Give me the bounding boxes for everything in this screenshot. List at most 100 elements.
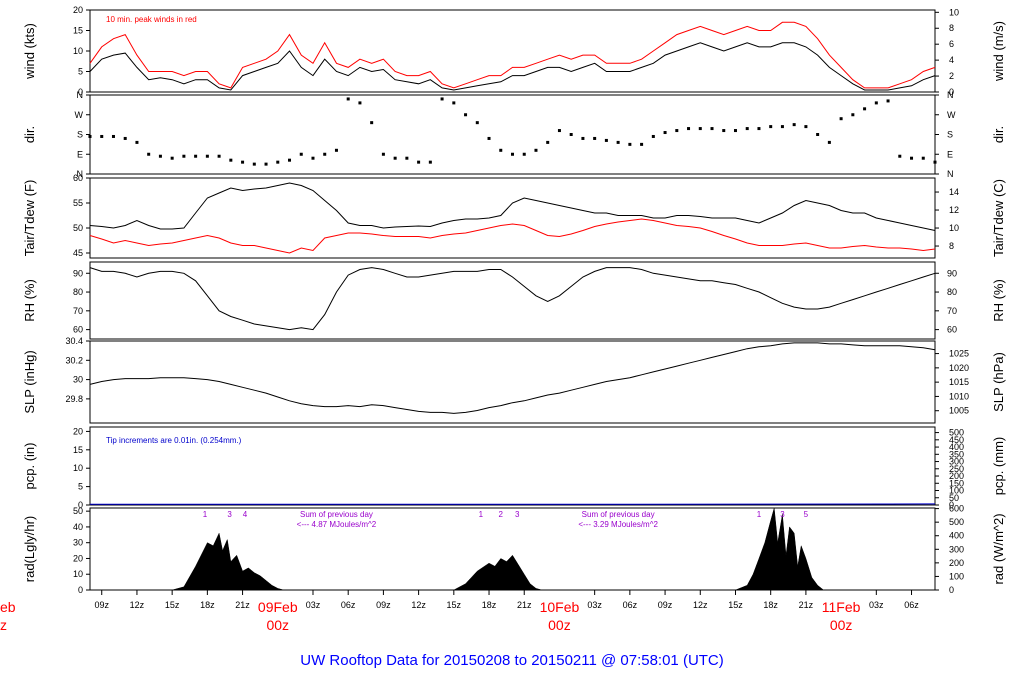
- y-tick-label-right: 70: [947, 306, 957, 316]
- y-tick-label: 30.4: [65, 336, 83, 346]
- data-point: [475, 121, 479, 125]
- data-point: [910, 156, 914, 160]
- day-time-label: 00z: [548, 617, 571, 633]
- y-tick-label: 55: [73, 198, 83, 208]
- panel-frame: [89, 94, 936, 175]
- hour-marker: 5: [804, 510, 809, 519]
- x-tick-label: 21z: [235, 600, 250, 610]
- y-axis-title-right: rad (W/m^2): [991, 513, 1006, 584]
- y-tick-label: 20: [73, 426, 83, 436]
- y-tick-label: N: [77, 169, 84, 179]
- data-point: [687, 127, 691, 131]
- y-tick-label-right: 8: [949, 23, 954, 33]
- data-point: [863, 107, 867, 111]
- data-point: [299, 152, 303, 156]
- data-point: [851, 113, 855, 117]
- data-point: [780, 125, 784, 129]
- data-point: [381, 152, 385, 156]
- x-tick-label: 06z: [341, 600, 356, 610]
- x-tick-label: 03z: [587, 600, 602, 610]
- y-axis-title-right: wind (m/s): [991, 21, 1006, 82]
- data-point: [111, 134, 115, 138]
- y-tick-label: 30.2: [65, 355, 83, 365]
- data-point: [816, 133, 820, 136]
- series-line-RH: [89, 267, 936, 331]
- y-tick-label: 29.8: [65, 394, 83, 404]
- y-tick-label: 0: [78, 87, 83, 97]
- x-tick-label: 09z: [658, 600, 673, 610]
- data-point: [252, 162, 256, 166]
- y-axis-title-right: pcp. (mm): [991, 437, 1006, 496]
- y-axis-title-right: SLP (hPa): [991, 352, 1006, 412]
- x-tick-label: 09z: [94, 600, 109, 610]
- y-tick-label: 0: [78, 500, 83, 510]
- panel-frame: [89, 261, 936, 340]
- y-axis-title: rad(Lgly/hr): [22, 516, 37, 582]
- y-tick-label: E: [77, 149, 83, 159]
- data-point: [675, 129, 679, 133]
- y-axis-title: pcp. (in): [22, 443, 37, 490]
- data-point: [241, 160, 245, 164]
- data-point: [334, 148, 338, 152]
- data-point: [440, 97, 444, 101]
- y-tick-label-right: 100: [949, 486, 964, 496]
- y-axis-title-right: dir.: [991, 126, 1006, 143]
- x-tick-label: 06z: [904, 600, 919, 610]
- y-tick-label-right: 300: [949, 544, 964, 554]
- y-tick-label-right: 12: [949, 205, 959, 215]
- series-line-Tdew: [89, 218, 936, 254]
- y-tick-label: 5: [78, 67, 83, 77]
- data-point: [135, 140, 139, 144]
- y-tick-label-right: 200: [949, 471, 964, 481]
- hour-marker: 1: [479, 510, 484, 519]
- data-point: [229, 158, 233, 162]
- hour-marker: 3: [780, 510, 785, 519]
- y-tick-label-right: 0: [949, 87, 954, 97]
- radiation-sum-annotation: <--- 3.29 MJoules/m^2: [578, 520, 658, 529]
- data-point: [839, 117, 843, 121]
- hour-marker: 1: [757, 510, 762, 519]
- y-axis-title: Tair/Tdew (F): [22, 180, 37, 257]
- y-tick-label: 70: [73, 306, 83, 316]
- data-point: [522, 152, 526, 156]
- page-title: UW Rooftop Data for 20150208 to 20150211…: [300, 652, 724, 669]
- y-tick-label-right: 200: [949, 558, 964, 568]
- y-tick-label-right: 1015: [949, 377, 969, 387]
- panel-annotation: 10 min. peak winds in red: [106, 15, 197, 24]
- data-point: [757, 127, 761, 131]
- data-point: [933, 160, 937, 164]
- day-time-label: 00z: [266, 617, 289, 633]
- data-point: [346, 97, 350, 101]
- data-point: [698, 127, 702, 131]
- y-tick-label-right: 500: [949, 428, 964, 438]
- y-tick-label: W: [75, 110, 84, 120]
- data-point: [358, 101, 362, 105]
- time-axis: 09z 12z 15z 18z 21z 03z 06z 09z 12z 15z 18z 21z 03z 0…: [0, 590, 919, 633]
- data-point: [733, 129, 737, 133]
- y-tick-label: 80: [73, 287, 83, 297]
- panel-annotation: Tip increments are 0.01in. (0.254mm.): [106, 436, 242, 445]
- data-point: [487, 136, 491, 140]
- panel-pcp: 05101520050100150200250300350400450500pc…: [22, 426, 1006, 510]
- y-tick-label-right: 350: [949, 449, 964, 459]
- y-tick-label-right: 400: [949, 442, 964, 452]
- y-tick-label-right: N: [947, 90, 954, 100]
- x-tick-label: 15z: [447, 600, 462, 610]
- y-tick-label-right: E: [947, 149, 953, 159]
- day-label: 09Feb: [258, 599, 298, 615]
- y-tick-label-right: 1010: [949, 391, 969, 401]
- data-point: [710, 127, 714, 131]
- x-tick-label: 21z: [799, 600, 814, 610]
- y-tick-label-right: 0: [949, 500, 954, 510]
- x-tick-label: 12z: [130, 600, 145, 610]
- hour-marker: 1: [203, 510, 208, 519]
- data-point: [534, 148, 538, 152]
- x-tick-label: 15z: [165, 600, 180, 610]
- data-point: [88, 134, 92, 138]
- y-tick-label: 10: [73, 46, 83, 56]
- panel-frame: [89, 177, 936, 259]
- x-tick-label: 15z: [728, 600, 743, 610]
- data-point: [804, 125, 808, 129]
- x-tick-label: 12z: [411, 600, 426, 610]
- x-tick-label: 18z: [763, 600, 778, 610]
